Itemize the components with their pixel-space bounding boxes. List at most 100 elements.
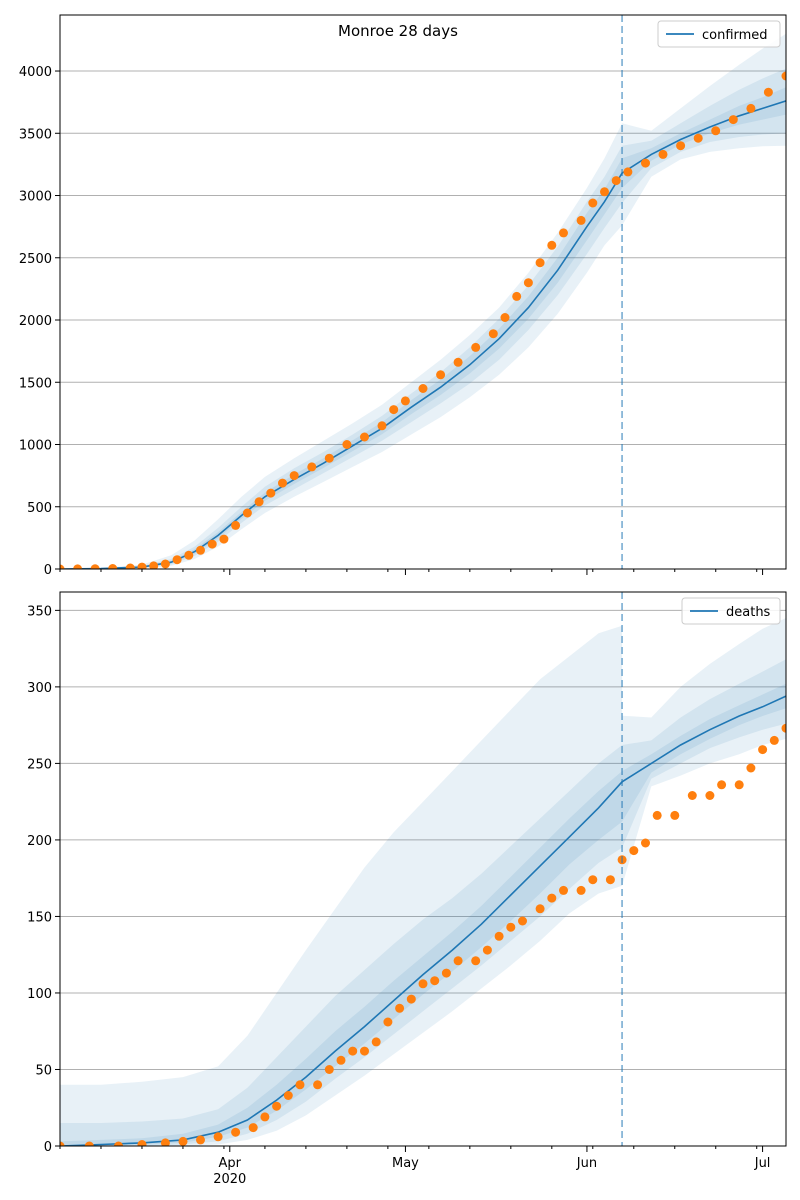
confirmed-observed-point <box>418 384 428 393</box>
confirmed-observed-point <box>436 370 446 380</box>
deaths-observed-point <box>336 1055 346 1065</box>
confirmed-axes-frame <box>59 14 787 570</box>
confirmed-observed-point <box>535 258 545 268</box>
confirmed-observed-point <box>360 432 369 442</box>
deaths-observed-point <box>178 1136 188 1146</box>
confirmed-observed-point <box>377 421 387 431</box>
deaths-y-tick-label: 150 <box>27 910 52 925</box>
confirmed-observed-point <box>623 167 633 177</box>
confirmed-observed-point <box>160 559 170 569</box>
confirmed-y-tick-label: 2500 <box>19 252 52 267</box>
confirmed-band-middle <box>60 145 623 569</box>
confirmed-observed-point <box>763 87 773 97</box>
confirmed-observed-point <box>108 564 118 569</box>
confirmed-observed-point <box>149 561 159 569</box>
confirmed-observed-point <box>471 342 481 352</box>
deaths-observed-point <box>518 916 527 926</box>
deaths-observed-point <box>453 956 463 966</box>
confirmed-y-tick-label: 500 <box>27 501 52 516</box>
deaths-x-tick-label: Apr <box>219 1156 242 1171</box>
deaths-observed-point <box>418 979 428 989</box>
confirmed-observed-point <box>746 103 756 113</box>
confirmed-band-inner <box>622 87 786 188</box>
confirmed-observed-point <box>547 240 557 250</box>
confirmed-observed-point <box>254 497 264 507</box>
chart-title: Monroe 28 days <box>338 22 458 40</box>
deaths-observed-point <box>641 838 650 848</box>
deaths-observed-point <box>471 956 481 966</box>
confirmed-observed-point <box>307 462 317 472</box>
confirmed-observed-point <box>781 71 786 81</box>
confirmed-y-tick-label: 1500 <box>19 376 52 391</box>
deaths-band-outer <box>622 618 786 886</box>
confirmed-observed-point <box>641 158 650 168</box>
deaths-observed-point <box>383 1017 393 1027</box>
confirmed-observed-point <box>453 357 463 367</box>
confirmed-y-tick-label: 1000 <box>19 439 52 454</box>
deaths-legend: deaths <box>681 597 781 625</box>
confirmed-observed-point <box>90 564 100 569</box>
confirmed-observed-point <box>172 555 182 565</box>
confirmed-y-tick-label: 4000 <box>19 65 52 80</box>
deaths-band-middle <box>622 659 786 848</box>
confirmed-observed-point <box>324 453 334 463</box>
confirmed-observed-point <box>60 564 65 569</box>
confirmed-observed-point <box>523 278 533 288</box>
confirmed-band-middle <box>622 68 786 203</box>
confirmed-observed-point <box>588 198 598 208</box>
deaths-y-tick-label: 350 <box>27 604 52 619</box>
deaths-observed-point <box>371 1037 381 1047</box>
deaths-legend-label: deaths <box>726 605 771 620</box>
confirmed-legend-box <box>657 20 781 48</box>
deaths-observed-point <box>160 1138 170 1146</box>
deaths-observed-point <box>535 904 545 914</box>
deaths-x-tick-sublabel: 2020 <box>213 1172 246 1187</box>
confirmed-observed-point <box>242 508 252 518</box>
confirmed-y-tick-label: 2000 <box>19 314 52 329</box>
deaths-observed-point <box>324 1065 334 1074</box>
deaths-legend-box <box>681 597 781 625</box>
confirmed-legend-label: confirmed <box>702 28 768 43</box>
confirmed-model-line <box>60 100 786 569</box>
deaths-observed-point <box>687 791 697 800</box>
confirmed-plot-area <box>60 33 786 569</box>
confirmed-observed-point <box>611 176 621 186</box>
deaths-band-middle <box>60 745 623 1146</box>
confirmed-observed-point <box>266 488 276 498</box>
deaths-observed-point <box>248 1123 258 1133</box>
confirmed-observed-point <box>576 215 586 225</box>
deaths-observed-point <box>781 723 786 733</box>
deaths-observed-point <box>360 1046 369 1056</box>
confirmed-observed-point <box>400 396 410 406</box>
confirmed-observed-point <box>693 133 703 143</box>
deaths-observed-point <box>84 1141 94 1146</box>
confirmed-observed-point <box>184 550 194 560</box>
deaths-model-line <box>60 695 786 1146</box>
deaths-y-tick-label: 50 <box>35 1063 52 1078</box>
deaths-observed-point <box>769 735 779 745</box>
deaths-observed-point <box>482 945 492 955</box>
confirmed-observed-point <box>125 563 135 569</box>
deaths-observed-point <box>734 780 744 790</box>
deaths-observed-point <box>137 1140 147 1146</box>
confirmed-observed-point <box>73 564 83 569</box>
deaths-observed-point <box>605 875 615 885</box>
confirmed-band-inner <box>60 158 623 569</box>
deaths-observed-point <box>313 1080 323 1090</box>
confirmed-observed-point <box>207 539 217 549</box>
deaths-x-tick-label: May <box>392 1156 419 1171</box>
confirmed-observed-point <box>658 149 668 159</box>
deaths-observed-point <box>494 931 504 941</box>
deaths-observed-point <box>406 994 416 1004</box>
deaths-observed-point <box>717 780 727 790</box>
confirmed-observed-point <box>559 228 568 238</box>
confirmed-observed-point <box>488 329 498 339</box>
deaths-axes-frame <box>59 591 787 1147</box>
deaths-observed-point <box>746 763 756 773</box>
confirmed-y-tick-label: 0 <box>44 563 52 578</box>
deaths-observed-point <box>213 1132 223 1142</box>
deaths-y-tick-label: 300 <box>27 681 52 696</box>
confirmed-y-tick-label: 3000 <box>19 190 52 205</box>
